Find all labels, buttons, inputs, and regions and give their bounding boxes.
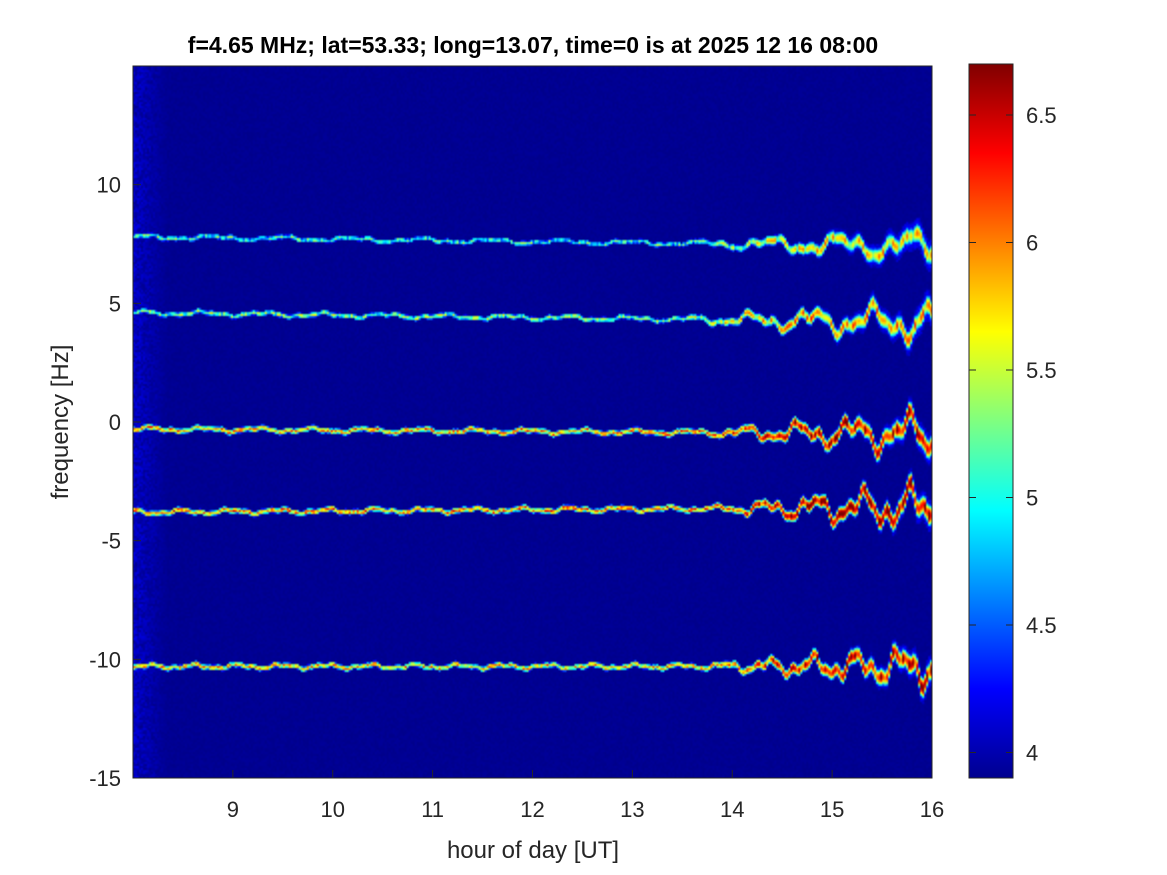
y-axis-label: frequency [Hz]	[47, 345, 74, 500]
y-tick-label: -10	[89, 647, 121, 672]
spectrogram-image	[133, 66, 932, 778]
colorbar-tick-label: 4	[1026, 741, 1038, 766]
x-axis-label: hour of day [UT]	[447, 837, 619, 864]
x-tick-label: 12	[520, 797, 544, 822]
chart-title: f=4.65 MHz; lat=53.33; long=13.07, time=…	[188, 32, 878, 58]
x-tick-label: 16	[920, 797, 944, 822]
y-tick-label: 5	[109, 291, 121, 316]
colorbar: 4 4.5 5 5.5 6 6.5	[968, 63, 1057, 779]
colorbar-tick-label: 6.5	[1026, 103, 1057, 128]
x-tick-label: 11	[421, 797, 444, 822]
y-axis-ticks: -15 -10 -5 0 5 10	[89, 173, 141, 791]
x-tick-label: 14	[720, 797, 744, 822]
x-tick-label: 15	[820, 797, 844, 822]
colorbar-tick-label: 5	[1026, 486, 1038, 511]
y-tick-label: -15	[89, 766, 121, 791]
plot-area	[132, 65, 933, 779]
y-tick-label: -5	[101, 529, 121, 554]
y-tick-label: 10	[97, 173, 121, 198]
colorbar-tick-label: 6	[1026, 231, 1038, 256]
x-tick-label: 13	[620, 797, 644, 822]
colorbar-gradient	[968, 63, 1014, 779]
colorbar-tick-label: 5.5	[1026, 358, 1057, 383]
x-axis-ticks: 9 10 11 12 13 14 15 16	[227, 770, 944, 822]
colorbar-tick-label: 4.5	[1026, 613, 1057, 638]
x-tick-label: 10	[321, 797, 345, 822]
x-tick-label: 9	[227, 797, 239, 822]
y-tick-label: 0	[109, 410, 121, 435]
colorbar-ticks: 4 4.5 5 5.5 6 6.5	[969, 103, 1057, 766]
